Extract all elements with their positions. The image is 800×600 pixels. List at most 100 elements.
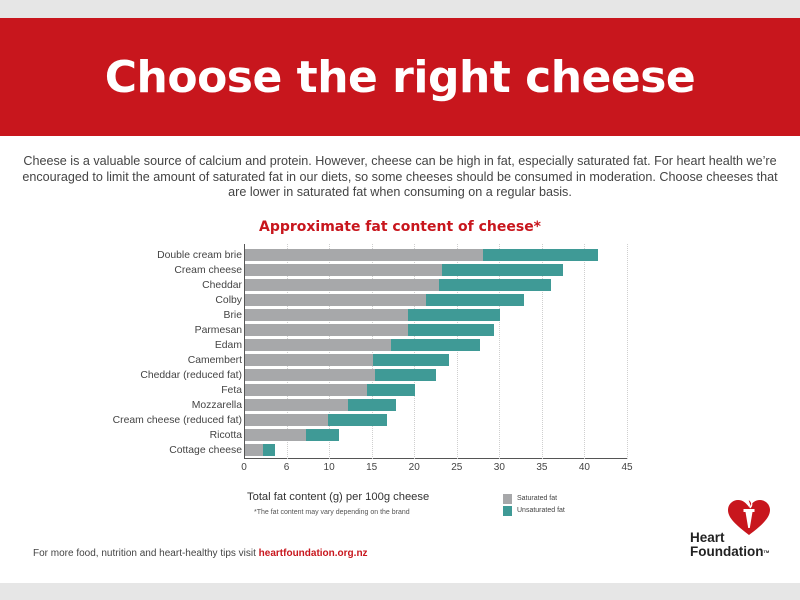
- bar-saturated: [245, 354, 373, 366]
- legend-swatch-saturated: [503, 493, 512, 504]
- x-tick-label: 0: [241, 462, 247, 473]
- x-axis-ticks: 0 6 10 15 20 25 30 35 40 45: [241, 462, 644, 476]
- heart-torch-icon: [728, 498, 770, 535]
- bar-saturated: [245, 399, 348, 411]
- bar-row: [245, 444, 275, 456]
- gridline: [286, 244, 288, 459]
- x-axis-line: [244, 458, 627, 459]
- bar-row: [245, 354, 450, 366]
- bar-unsaturated: [407, 309, 501, 321]
- bar-unsaturated: [441, 264, 564, 276]
- bar-row: [245, 324, 495, 336]
- bar-unsaturated: [407, 324, 495, 336]
- footer-message: For more food, nutrition and heart-healt…: [33, 548, 259, 559]
- bar-unsaturated: [327, 414, 388, 426]
- category-label: Cheddar (reduced fat): [140, 370, 242, 381]
- bar-saturated: [245, 369, 376, 381]
- gridline: [627, 244, 628, 459]
- category-labels: Double cream brie Cream cheese Cheddar Colb…: [113, 248, 242, 458]
- bar-saturated: [245, 414, 328, 426]
- bar-unsaturated: [262, 444, 275, 456]
- bar-saturated: [245, 324, 408, 336]
- x-tick-label: 30: [493, 462, 505, 473]
- bottom-strip: [0, 583, 800, 600]
- x-tick-label: 6: [283, 462, 290, 473]
- chart-title: Approximate fat content of cheese*: [258, 219, 542, 235]
- gridline: [499, 244, 501, 459]
- category-label: Cream cheese: [174, 265, 242, 276]
- bar-unsaturated: [439, 279, 552, 291]
- x-tick-label: 20: [408, 462, 420, 473]
- bar-saturated: [245, 309, 408, 321]
- category-label: Cream cheese (reduced fat): [112, 415, 242, 426]
- gridline: [371, 244, 373, 459]
- gridline: [414, 244, 416, 459]
- intro-paragraph: Cheese is a valuable source of calcium a…: [22, 154, 778, 199]
- bar-unsaturated: [347, 399, 397, 411]
- bar-row: [245, 264, 564, 276]
- bar-unsaturated: [483, 249, 599, 261]
- bar-row: [245, 294, 525, 306]
- category-label: Ricotta: [209, 430, 242, 441]
- bar-row: [245, 279, 552, 291]
- bar-row: [245, 339, 480, 351]
- category-label: Cottage cheese: [169, 445, 242, 456]
- x-tick-label: 15: [366, 462, 378, 473]
- y-axis-line: [244, 244, 245, 459]
- heart-foundation-logo: Heart FoundationTM: [690, 497, 790, 567]
- x-tick-label: 10: [323, 462, 335, 473]
- bar-row: [245, 309, 501, 321]
- legend-label: Saturated fat: [517, 495, 558, 502]
- bar-unsaturated: [391, 339, 480, 351]
- bar-unsaturated: [375, 369, 436, 381]
- chart-legend: Saturated fat Unsaturated fat: [503, 493, 565, 517]
- footer-link[interactable]: heartfoundation.org.nz: [258, 548, 368, 559]
- bar-saturated: [245, 429, 307, 441]
- logo-line-1: Heart: [690, 530, 725, 545]
- category-label: Camembert: [187, 355, 242, 366]
- top-strip: [0, 0, 800, 18]
- legend-label: Unsaturated fat: [517, 507, 565, 514]
- gridline: [456, 244, 458, 459]
- category-label: Mozzarella: [191, 400, 242, 411]
- logo-line-2-text: Foundation: [690, 544, 764, 559]
- x-tick-label: 35: [536, 462, 548, 473]
- gridline: [329, 244, 331, 459]
- legend-item-saturated: Saturated fat: [503, 493, 565, 504]
- legend-item-unsaturated: Unsaturated fat: [503, 505, 565, 516]
- footer-text: For more food, nutrition and heart-healt…: [33, 548, 368, 559]
- bar-row: [245, 429, 339, 441]
- bar-saturated: [245, 279, 440, 291]
- x-tick-label: 40: [578, 462, 590, 473]
- bar-unsaturated: [306, 429, 339, 441]
- category-label: Edam: [214, 340, 242, 351]
- header-banner: Choose the right cheese: [0, 18, 800, 136]
- bar-saturated: [245, 264, 442, 276]
- x-tick-label: 25: [451, 462, 463, 473]
- logo-line-2: FoundationTM: [690, 545, 769, 559]
- gridline: [541, 244, 543, 459]
- category-label: Cheddar: [202, 280, 242, 291]
- trademark: TM: [763, 549, 770, 554]
- bar-row: [245, 249, 599, 261]
- bar-saturated: [245, 339, 392, 351]
- bar-saturated: [245, 384, 367, 396]
- bar-saturated: [245, 249, 484, 261]
- bar-row: [245, 399, 397, 411]
- chart-footnote: *The fat content may vary depending on t…: [254, 509, 410, 516]
- x-tick-label: 45: [621, 462, 633, 473]
- bar-row: [245, 369, 436, 381]
- bar-saturated: [245, 444, 263, 456]
- bar-unsaturated: [372, 354, 450, 366]
- category-label: Parmesan: [194, 325, 242, 336]
- category-label: Feta: [221, 385, 242, 396]
- category-label: Double cream brie: [157, 250, 242, 261]
- gridline: [584, 244, 586, 459]
- bar-row: [245, 414, 388, 426]
- legend-swatch-unsaturated: [503, 505, 512, 516]
- category-label: Colby: [215, 295, 242, 306]
- page-title: Choose the right cheese: [104, 51, 696, 103]
- bar-unsaturated: [426, 294, 525, 306]
- bar-row: [245, 384, 416, 396]
- logo-wordmark: Heart FoundationTM: [690, 531, 769, 559]
